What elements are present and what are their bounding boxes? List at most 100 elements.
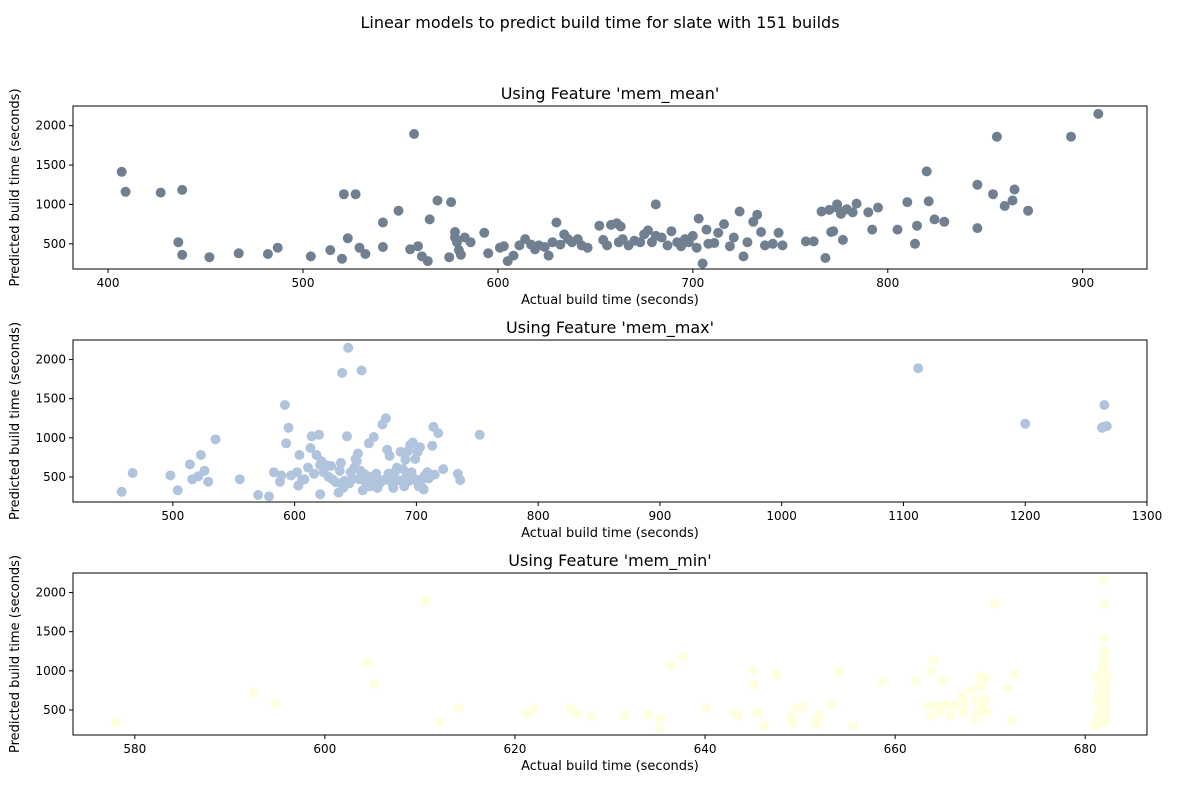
data-point [816, 206, 827, 217]
data-point [928, 655, 939, 666]
x-tick-label: 400 [97, 276, 120, 290]
data-point [666, 226, 677, 237]
panel-title: Using Feature 'mem_mean' [501, 84, 720, 104]
data-point [748, 679, 759, 690]
y-tick-label: 500 [43, 703, 66, 717]
data-point [279, 400, 290, 410]
data-point [360, 249, 371, 259]
data-point [752, 209, 763, 220]
data-point [253, 490, 264, 500]
data-point [923, 701, 934, 711]
data-point [732, 710, 743, 721]
data-point [654, 723, 665, 734]
data-point [678, 651, 689, 662]
data-point [314, 429, 324, 440]
data-point [429, 469, 440, 480]
y-tick-label: 1000 [35, 197, 66, 211]
data-point [335, 457, 346, 468]
data-point [452, 237, 462, 248]
data-point [305, 251, 316, 262]
plot-frame [72, 339, 1148, 503]
data-point [204, 252, 215, 263]
data-point [820, 253, 831, 263]
data-point [155, 187, 166, 198]
data-point [543, 250, 554, 261]
data-point [937, 676, 948, 686]
data-point [305, 443, 316, 453]
data-point [650, 199, 661, 210]
panel-title: Using Feature 'mem_max' [506, 318, 714, 338]
data-point [547, 237, 558, 248]
data-point [351, 456, 362, 467]
data-point [276, 470, 287, 481]
data-point [910, 676, 921, 686]
data-point [760, 240, 770, 251]
data-point [912, 220, 922, 231]
data-point [697, 258, 708, 269]
data-point [127, 468, 138, 478]
panel-2: 500 600 700 800 900 1000 1100 1200 1300 500 1000 15… [8, 318, 1162, 541]
data-point [1099, 658, 1110, 668]
data-point [988, 189, 998, 200]
data-point [656, 232, 667, 243]
data-point [828, 226, 839, 237]
data-point [734, 206, 745, 217]
x-tick-label: 640 [694, 742, 717, 756]
data-point [643, 709, 653, 720]
x-tick-label: 800 [527, 509, 550, 523]
x-tick-label: 500 [161, 509, 184, 523]
data-point [892, 224, 903, 235]
x-tick-label: 600 [486, 276, 509, 290]
data-point [742, 237, 753, 248]
data-point [972, 223, 983, 234]
x-tick-label: 660 [884, 742, 907, 756]
x-tick-label: 1300 [1132, 509, 1163, 523]
data-point [352, 448, 363, 459]
data-point [474, 429, 485, 440]
data-point [177, 184, 188, 195]
data-point [982, 706, 993, 717]
x-tick-label: 900 [1071, 276, 1094, 290]
data-point [1002, 683, 1013, 693]
y-tick-label: 500 [43, 470, 66, 484]
data-point [808, 236, 819, 247]
data-point [975, 681, 986, 692]
data-point [116, 166, 127, 177]
plot-frame [72, 572, 1148, 736]
data-point [1101, 714, 1112, 725]
data-point [438, 464, 449, 475]
data-point [848, 720, 859, 731]
x-tick-label: 680 [1074, 742, 1097, 756]
data-point [269, 698, 280, 709]
data-point [773, 227, 784, 238]
data-point [756, 227, 767, 237]
data-point [325, 245, 336, 256]
data-point [959, 697, 970, 708]
data-point [343, 342, 354, 353]
data-point [615, 221, 626, 232]
data-point [759, 720, 769, 731]
data-point [388, 482, 399, 493]
data-point [1009, 184, 1020, 195]
data-point [999, 201, 1010, 211]
data-point [728, 232, 739, 243]
data-points [116, 342, 1112, 502]
data-point [508, 250, 519, 261]
data-point [272, 242, 283, 253]
data-point [483, 248, 494, 259]
data-point [294, 450, 305, 460]
data-point [910, 238, 920, 249]
data-point [1066, 131, 1076, 142]
data-point [514, 240, 525, 251]
data-point [368, 432, 379, 442]
data-point [465, 237, 476, 248]
data-point [934, 705, 945, 716]
data-point [1099, 598, 1110, 609]
data-point [867, 224, 878, 235]
data-point [617, 234, 628, 245]
data-point [357, 485, 368, 496]
data-point [539, 242, 550, 252]
data-point [1101, 421, 1112, 432]
data-point [586, 711, 596, 722]
data-point [876, 676, 887, 687]
